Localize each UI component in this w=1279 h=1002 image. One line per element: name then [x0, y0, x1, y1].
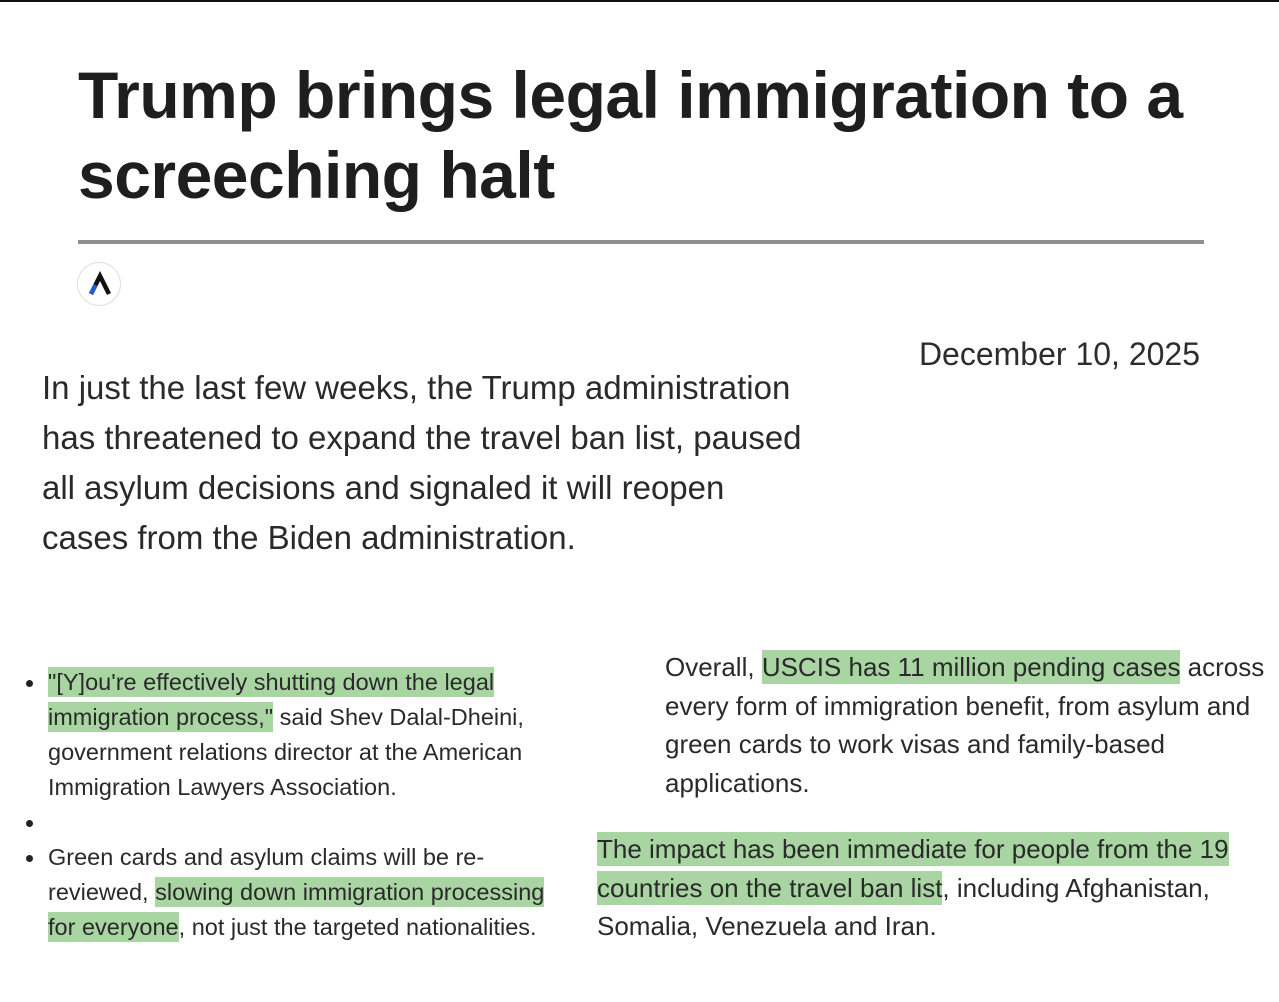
headline-divider [78, 240, 1204, 244]
paragraph-uscis: Overall, USCIS has 11 million pending ca… [665, 648, 1275, 802]
top-border [0, 0, 1279, 2]
axios-logo-icon[interactable] [77, 262, 121, 306]
quote-attribution: said Shev Dalal-Dheini, government relat… [48, 704, 524, 800]
article-lede: In just the last few weeks, the Trump ad… [42, 369, 802, 556]
bullet-list: "[Y]ou're effectively shutting down the … [0, 665, 590, 945]
paragraph-text: , including Afghanistan, Somalia, Venezu… [597, 872, 1210, 942]
empty-list-item [0, 805, 578, 840]
paragraph-text: across every form of immigration benefit… [665, 652, 1265, 798]
axios-logo-glyph [88, 270, 112, 296]
paragraph-text: Overall, [665, 652, 762, 682]
highlighted-text: USCIS has 11 million pending cases [761, 650, 1181, 684]
bullet-text: Green cards and asylum claims will be re… [48, 844, 485, 905]
list-item: Green cards and asylum claims will be re… [0, 840, 578, 945]
list-item: "[Y]ou're effectively shutting down the … [0, 665, 578, 805]
article-headline: Trump brings legal immigration to a scre… [78, 58, 1183, 212]
bullet-text: , not just the targeted nationalities. [178, 914, 537, 940]
article-date: December 10, 2025 [918, 336, 1200, 372]
paragraph-impact: The impact has been immediate for people… [597, 830, 1277, 946]
